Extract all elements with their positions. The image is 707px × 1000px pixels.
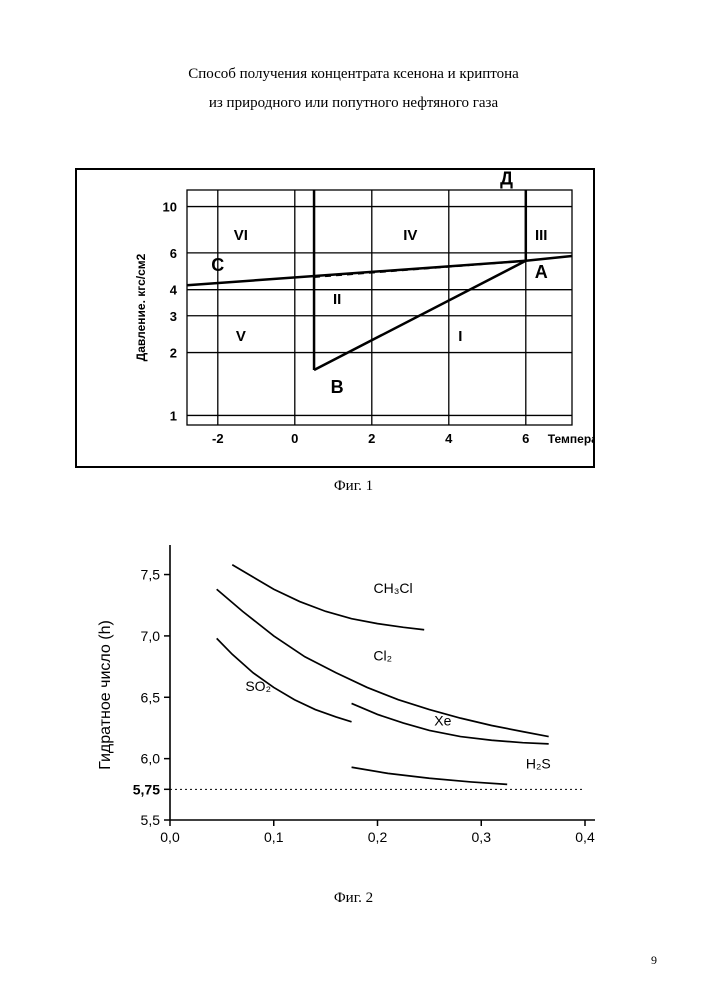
document-title: Способ получения концентрата ксенона и к… — [0, 60, 707, 117]
svg-text:5,75: 5,75 — [133, 781, 160, 797]
svg-text:4: 4 — [445, 431, 453, 446]
svg-text:0,2: 0,2 — [368, 829, 388, 845]
figure-1-chart: -202461234610IIIIIIIVVVIABCД Температура… — [77, 170, 593, 466]
svg-text:SO₂: SO₂ — [245, 678, 271, 694]
svg-text:0,3: 0,3 — [472, 829, 492, 845]
svg-text:4: 4 — [170, 283, 178, 298]
svg-text:-2: -2 — [212, 431, 224, 446]
figure-2-container: 0,0 0,1 0,2 0,3 0,4 5,5 5,75 6,0 6,5 7,0 7,5 CH₃Cl C… — [75, 535, 615, 865]
title-line-1: Способ получения концентрата ксенона и к… — [188, 66, 519, 82]
svg-text:2: 2 — [170, 346, 177, 361]
svg-text:2: 2 — [368, 431, 375, 446]
svg-text:Температура. С: Температура. С — [548, 432, 593, 446]
svg-text:CH₃Cl: CH₃Cl — [373, 580, 412, 596]
svg-text:Гидратное число (h): Гидратное число (h) — [97, 620, 114, 770]
figure-1-caption: Фиг. 1 — [0, 478, 707, 495]
svg-text:5,5: 5,5 — [141, 812, 161, 828]
svg-text:II: II — [333, 291, 341, 308]
svg-text:A: A — [535, 262, 548, 282]
svg-text:0,0: 0,0 — [160, 829, 180, 845]
svg-text:Давление. кгс/см2: Давление. кгс/см2 — [134, 253, 148, 361]
svg-text:10: 10 — [163, 200, 177, 215]
svg-text:VI: VI — [234, 227, 248, 244]
svg-text:3: 3 — [170, 309, 177, 324]
svg-text:0,1: 0,1 — [264, 829, 284, 845]
svg-text:Д: Д — [500, 170, 513, 188]
svg-text:H₂S: H₂S — [526, 755, 551, 771]
svg-text:6,0: 6,0 — [141, 751, 161, 767]
figure-2-chart: 0,0 0,1 0,2 0,3 0,4 5,5 5,75 6,0 6,5 7,0 7,5 CH₃Cl C… — [75, 535, 615, 865]
svg-text:0,4: 0,4 — [575, 829, 595, 845]
svg-text:0: 0 — [291, 431, 298, 446]
svg-text:C: C — [211, 255, 224, 275]
svg-text:6: 6 — [170, 246, 177, 261]
figure-1-frame: -202461234610IIIIIIIVVVIABCД Температура… — [75, 168, 595, 468]
svg-text:B: B — [331, 377, 344, 397]
page-number: 9 — [651, 953, 657, 968]
svg-text:I: I — [458, 328, 462, 345]
svg-text:V: V — [236, 328, 246, 345]
svg-text:III: III — [535, 227, 548, 244]
svg-text:6,5: 6,5 — [141, 689, 161, 705]
svg-text:1: 1 — [170, 408, 177, 423]
figure-2-caption: Фиг. 2 — [0, 890, 707, 907]
title-line-2: из природного или попутного нефтяного га… — [209, 95, 498, 111]
svg-text:Xe: Xe — [434, 713, 451, 729]
svg-text:7,5: 7,5 — [141, 567, 161, 583]
svg-text:6: 6 — [522, 431, 529, 446]
page: Способ получения концентрата ксенона и к… — [0, 0, 707, 1000]
svg-text:7,0: 7,0 — [141, 628, 161, 644]
svg-text:IV: IV — [403, 227, 417, 244]
svg-text:Cl₂: Cl₂ — [373, 647, 392, 663]
